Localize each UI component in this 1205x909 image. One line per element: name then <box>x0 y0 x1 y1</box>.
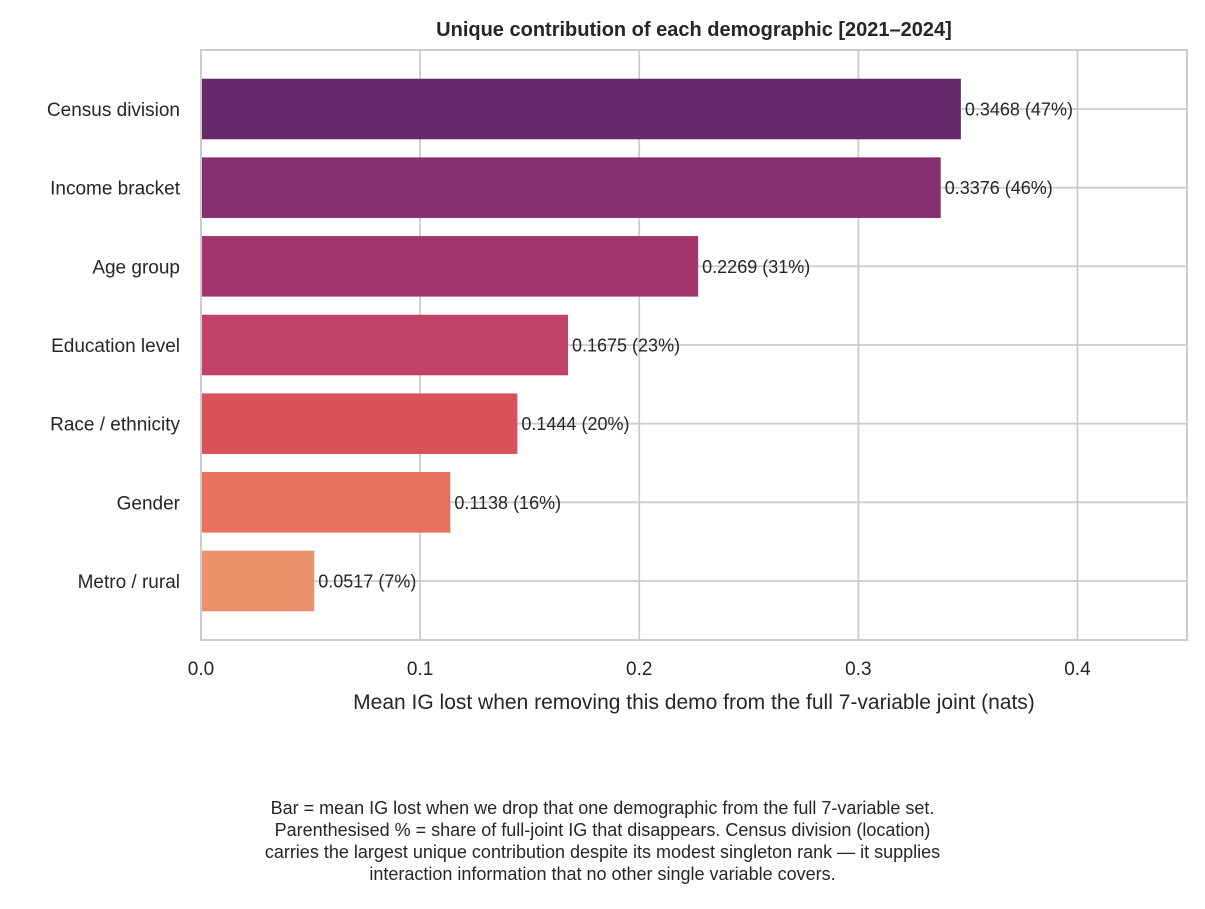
data-label: 0.0517 (7%) <box>318 572 416 592</box>
data-label: 0.3468 (47%) <box>965 100 1073 120</box>
y-tick-label: Race / ethnicity <box>50 415 180 436</box>
caption-line: carries the largest unique contribution … <box>264 842 941 862</box>
data-label: 0.1675 (23%) <box>572 336 680 356</box>
caption: Bar = mean IG lost when we drop that one… <box>0 797 1205 885</box>
x-tick-label: 0.2 <box>626 659 652 680</box>
x-axis-label: Mean IG lost when removing this demo fro… <box>353 691 1035 714</box>
caption-line: Parenthesised % = share of full-joint IG… <box>274 820 931 840</box>
caption-line: interaction information that no other si… <box>369 864 836 884</box>
x-tick-label: 0.4 <box>1064 659 1091 680</box>
x-axis-tick-labels: 0.0 0.1 0.2 0.3 0.4 <box>188 659 1091 680</box>
bar <box>201 472 451 533</box>
data-label: 0.3376 (46%) <box>945 178 1053 198</box>
y-tick-label: Income bracket <box>50 179 181 200</box>
bar <box>201 236 699 297</box>
y-tick-label: Gender <box>117 493 181 514</box>
data-label: 0.1444 (20%) <box>521 414 629 434</box>
bars <box>201 78 961 612</box>
y-tick-label: Education level <box>51 336 180 357</box>
caption-line: Bar = mean IG lost when we drop that one… <box>270 798 935 818</box>
x-tick-label: 0.3 <box>845 659 871 680</box>
x-tick-label: 0.0 <box>188 659 214 680</box>
bar <box>201 314 569 376</box>
plot-frame <box>200 49 1188 641</box>
chart-title: Unique contribution of each demographic … <box>436 19 952 41</box>
y-tick-label: Age group <box>92 257 180 278</box>
y-tick-label: Census division <box>47 100 180 121</box>
bar <box>201 393 518 454</box>
data-label: 0.2269 (31%) <box>702 257 810 277</box>
bar <box>201 78 961 140</box>
bar <box>201 157 941 218</box>
y-axis-tick-labels: Census division Income bracket Age group Ed… <box>47 100 181 593</box>
y-tick-label: Metro / rural <box>78 572 180 593</box>
data-labels: 0.3468 (47%) 0.3376 (46%) 0.2269 (31%) 0.16… <box>318 100 1073 592</box>
bar <box>201 550 315 612</box>
data-label: 0.1138 (16%) <box>454 493 561 513</box>
x-tick-label: 0.1 <box>407 659 433 680</box>
